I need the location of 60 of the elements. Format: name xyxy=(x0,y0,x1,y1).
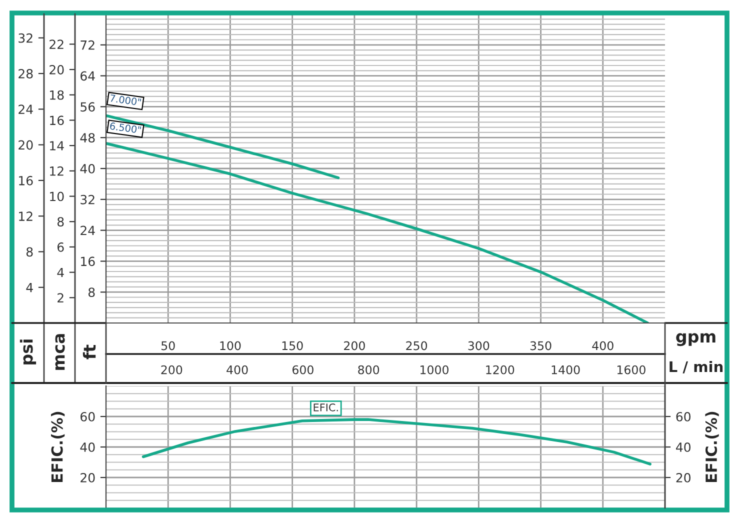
x-tick-label: 400 xyxy=(592,341,614,350)
x2-tick-label: 600 xyxy=(292,365,314,374)
y2-axis-title: mca xyxy=(55,334,65,370)
x-tick-label: 350 xyxy=(530,341,552,350)
y-tick-label: 60 xyxy=(80,412,95,422)
y2-tick-label: 18 xyxy=(50,90,64,100)
y-tick-label: 16 xyxy=(81,256,95,266)
y2-tick-label: 16 xyxy=(50,116,64,126)
x-tick-label: 100 xyxy=(220,341,241,350)
y-tick-label: 20 xyxy=(80,472,95,482)
y3-tick-label: 12 xyxy=(19,212,32,221)
y-tick-label: 32 xyxy=(80,194,94,204)
y2-tick-label: 22 xyxy=(50,40,64,49)
y-tick-label: 72 xyxy=(80,40,94,50)
x-axis-title: gpm xyxy=(676,333,716,346)
x-tick-label: 200 xyxy=(344,341,365,350)
y2-tick-label: 12 xyxy=(50,166,64,176)
y2-tick-label: 6 xyxy=(58,242,64,252)
y-tick-label: 24 xyxy=(80,226,95,236)
y3-tick-label: 32 xyxy=(18,33,32,43)
x2-axis-title: L / min xyxy=(670,360,723,374)
y2-tick-label: 8 xyxy=(57,217,64,227)
x2-tick-label: 200 xyxy=(161,365,182,374)
y2-tick-label: 2 xyxy=(58,293,64,302)
x2-tick-label: 1400 xyxy=(552,365,580,374)
y3-tick-label: 24 xyxy=(18,104,33,114)
text: 7.000" xyxy=(110,94,142,106)
y-tick-label: 48 xyxy=(80,133,95,143)
x2-tick-label: 1200 xyxy=(486,365,514,374)
y3-axis-title: psi xyxy=(20,340,36,364)
x2-tick-label: 800 xyxy=(358,365,380,374)
x-tick-label: 300 xyxy=(468,341,490,350)
y3-tick-label: 8 xyxy=(26,247,33,257)
y3-tick-label: 4 xyxy=(26,282,33,292)
y3-tick-label: 20 xyxy=(18,140,33,150)
x-tick-label: 50 xyxy=(162,341,175,350)
y-tick-label: 8 xyxy=(88,288,95,298)
y2-tick-label: 4 xyxy=(57,268,64,278)
y-tick-label: 40 xyxy=(80,164,95,174)
x-tick-label: 250 xyxy=(406,341,428,350)
y-axis-title: ft xyxy=(82,344,96,360)
x2-tick-label: 1600 xyxy=(617,365,646,374)
y2-axis-title: EFIC.(%) xyxy=(705,412,719,482)
y3-tick-label: 28 xyxy=(18,68,33,78)
x2-tick-label: 400 xyxy=(226,365,248,374)
y-axis-title: EFIC.(%) xyxy=(51,412,65,482)
y2-tick-label: 40 xyxy=(676,442,690,452)
y-tick-label: 40 xyxy=(80,442,95,452)
x2-tick-label: 1000 xyxy=(420,365,448,374)
x-tick-label: 150 xyxy=(282,341,303,350)
y2-tick-label: 60 xyxy=(676,412,690,422)
y3-tick-label: 16 xyxy=(19,176,33,186)
y-tick-label: 64 xyxy=(80,71,95,81)
text: 6.500" xyxy=(110,122,142,134)
y2-tick-label: 10 xyxy=(50,192,64,202)
y2-tick-label: 20 xyxy=(676,472,690,482)
y-tick-label: 56 xyxy=(80,102,95,112)
y2-tick-label: 14 xyxy=(50,141,64,150)
y2-tick-label: 20 xyxy=(50,64,64,74)
series-label: EFIC. xyxy=(314,403,338,412)
